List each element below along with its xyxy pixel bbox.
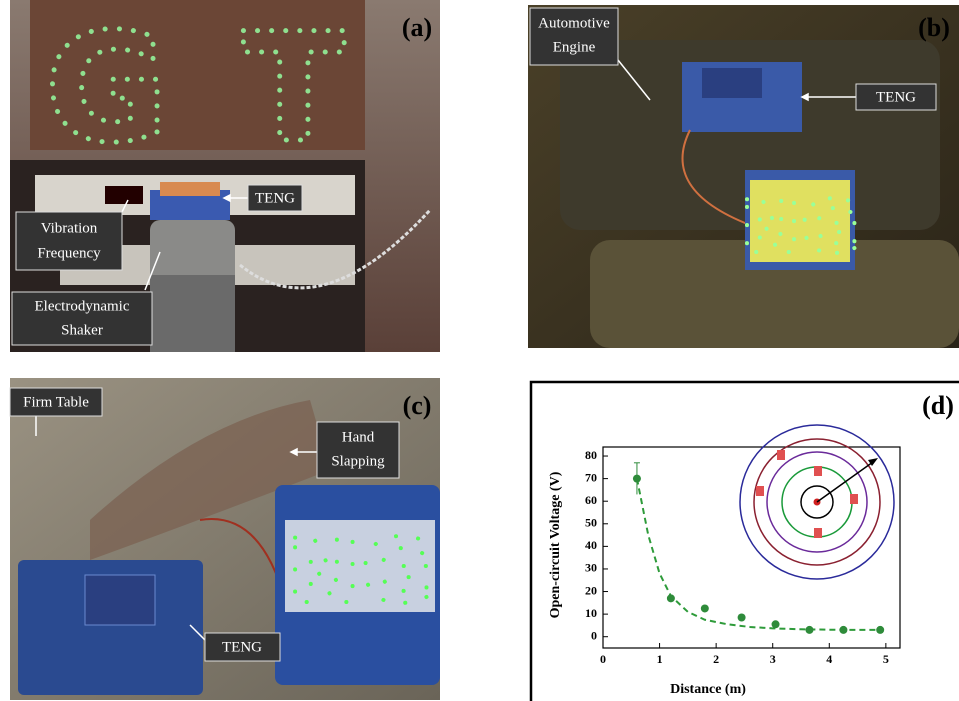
data-point <box>772 620 780 628</box>
y-tick-label: 20 <box>585 583 597 597</box>
x-tick-label: 5 <box>883 652 889 666</box>
callout-text: Engine <box>553 39 596 55</box>
y-tick-label: 10 <box>585 606 597 620</box>
x-tick-label: 4 <box>826 652 832 666</box>
callout-text: TENG <box>255 190 295 206</box>
panel-label: (c) <box>403 391 432 420</box>
led-text: NG <box>287 520 433 623</box>
data-point <box>805 626 813 634</box>
y-tick-label: 80 <box>585 448 597 462</box>
x-tick-label: 1 <box>657 652 663 666</box>
callout-text: TENG <box>222 639 262 655</box>
data-point <box>633 475 641 483</box>
y-tick-label: 50 <box>585 516 597 530</box>
panel-label: (a) <box>402 13 432 42</box>
callout-text: Hand <box>342 429 375 445</box>
figure: GT NG NG TENG Vibration <box>0 0 959 701</box>
x-tick-label: 3 <box>770 652 776 666</box>
data-point <box>738 614 746 622</box>
panel-label: (d) <box>922 391 954 420</box>
data-point <box>701 604 709 612</box>
callout-text: Electrodynamic <box>35 298 130 314</box>
data-point <box>667 594 675 602</box>
callout-text: Frequency <box>37 245 101 261</box>
y-tick-label: 60 <box>585 493 597 507</box>
y-tick-label: 30 <box>585 561 597 575</box>
y-tick-label: 0 <box>591 628 597 642</box>
y-tick-label: 40 <box>585 538 597 552</box>
data-point <box>876 626 884 634</box>
callout-text: Shaker <box>61 322 103 338</box>
x-axis-label: Distance (m) <box>670 682 746 697</box>
x-tick-label: 2 <box>713 652 719 666</box>
led-text: NG <box>740 185 859 269</box>
y-tick-label: 70 <box>585 470 597 484</box>
callout-text: Vibration <box>41 220 98 236</box>
callout-text: Slapping <box>331 453 385 469</box>
callout-text: TENG <box>876 89 916 105</box>
y-axis-label: Open-circuit Voltage (V) <box>548 471 563 618</box>
callout-text: Firm Table <box>23 394 89 410</box>
data-point <box>839 626 847 634</box>
x-tick-label: 0 <box>600 652 606 666</box>
panel-label: (b) <box>918 13 950 42</box>
callout-text: Automotive <box>538 15 610 31</box>
